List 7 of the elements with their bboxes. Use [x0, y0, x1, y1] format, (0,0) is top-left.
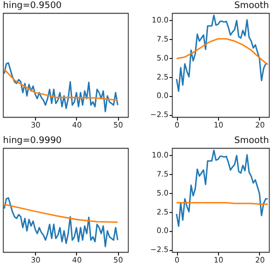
chart-title: hing=0.9990: [3, 136, 62, 146]
line-series: [176, 150, 268, 227]
chart-title: hing=0.9500: [3, 1, 62, 11]
line-series: [176, 14, 268, 92]
chart-title: Smooth: [234, 136, 269, 146]
line-series: [176, 38, 268, 66]
chart-title: Smooth: [234, 1, 269, 11]
